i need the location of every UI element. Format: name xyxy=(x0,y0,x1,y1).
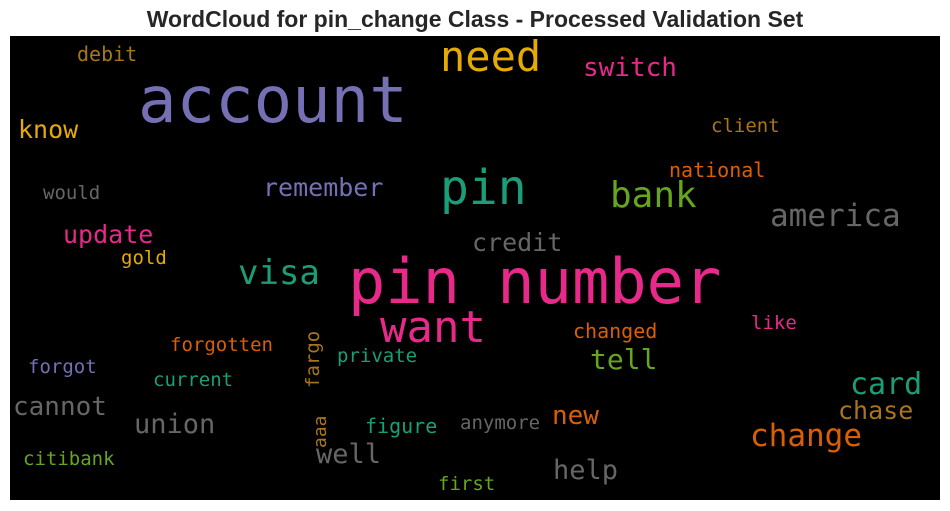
word-change: change xyxy=(750,418,862,454)
word-union: union xyxy=(134,409,216,440)
word-figure: figure xyxy=(365,414,438,438)
word-help: help xyxy=(553,455,619,486)
word-new: new xyxy=(552,401,599,431)
word-well: well xyxy=(316,439,382,470)
word-pin: pin xyxy=(440,160,527,216)
word-current: current xyxy=(153,369,234,391)
word-know: know xyxy=(18,115,79,144)
word-account: account xyxy=(138,64,408,138)
word-forgotten: forgotten xyxy=(170,334,273,356)
word-tell: tell xyxy=(590,343,658,376)
word-want: want xyxy=(380,302,486,353)
word-bank: bank xyxy=(610,175,697,216)
word-citibank: citibank xyxy=(23,448,115,470)
word-pin-number: pin number xyxy=(348,245,722,318)
word-forgot: forgot xyxy=(28,356,97,378)
word-gold: gold xyxy=(121,247,167,269)
word-fargo: fargo xyxy=(302,330,324,388)
word-private: private xyxy=(337,345,418,367)
word-update: update xyxy=(63,220,154,249)
word-switch: switch xyxy=(583,53,677,83)
word-national: national xyxy=(669,158,766,182)
word-visa: visa xyxy=(238,253,320,293)
word-card: card xyxy=(850,367,923,402)
word-america: america xyxy=(770,198,901,234)
word-like: like xyxy=(751,312,797,334)
word-aaa: aaa xyxy=(310,415,331,448)
word-cannot: cannot xyxy=(13,392,107,422)
word-remember: remember xyxy=(263,173,384,202)
word-credit: credit xyxy=(472,228,563,257)
chart-title: WordCloud for pin_change Class - Process… xyxy=(146,6,804,32)
word-debit: debit xyxy=(77,42,138,66)
word-client: client xyxy=(711,115,780,137)
word-cloud: account pin number pin need want bank am… xyxy=(10,36,940,500)
word-first: first xyxy=(438,473,496,495)
word-need: need xyxy=(440,36,542,81)
word-would: would xyxy=(43,182,101,204)
word-chase: chase xyxy=(838,396,914,425)
word-changed: changed xyxy=(573,319,658,343)
word-anymore: anymore xyxy=(460,412,541,434)
